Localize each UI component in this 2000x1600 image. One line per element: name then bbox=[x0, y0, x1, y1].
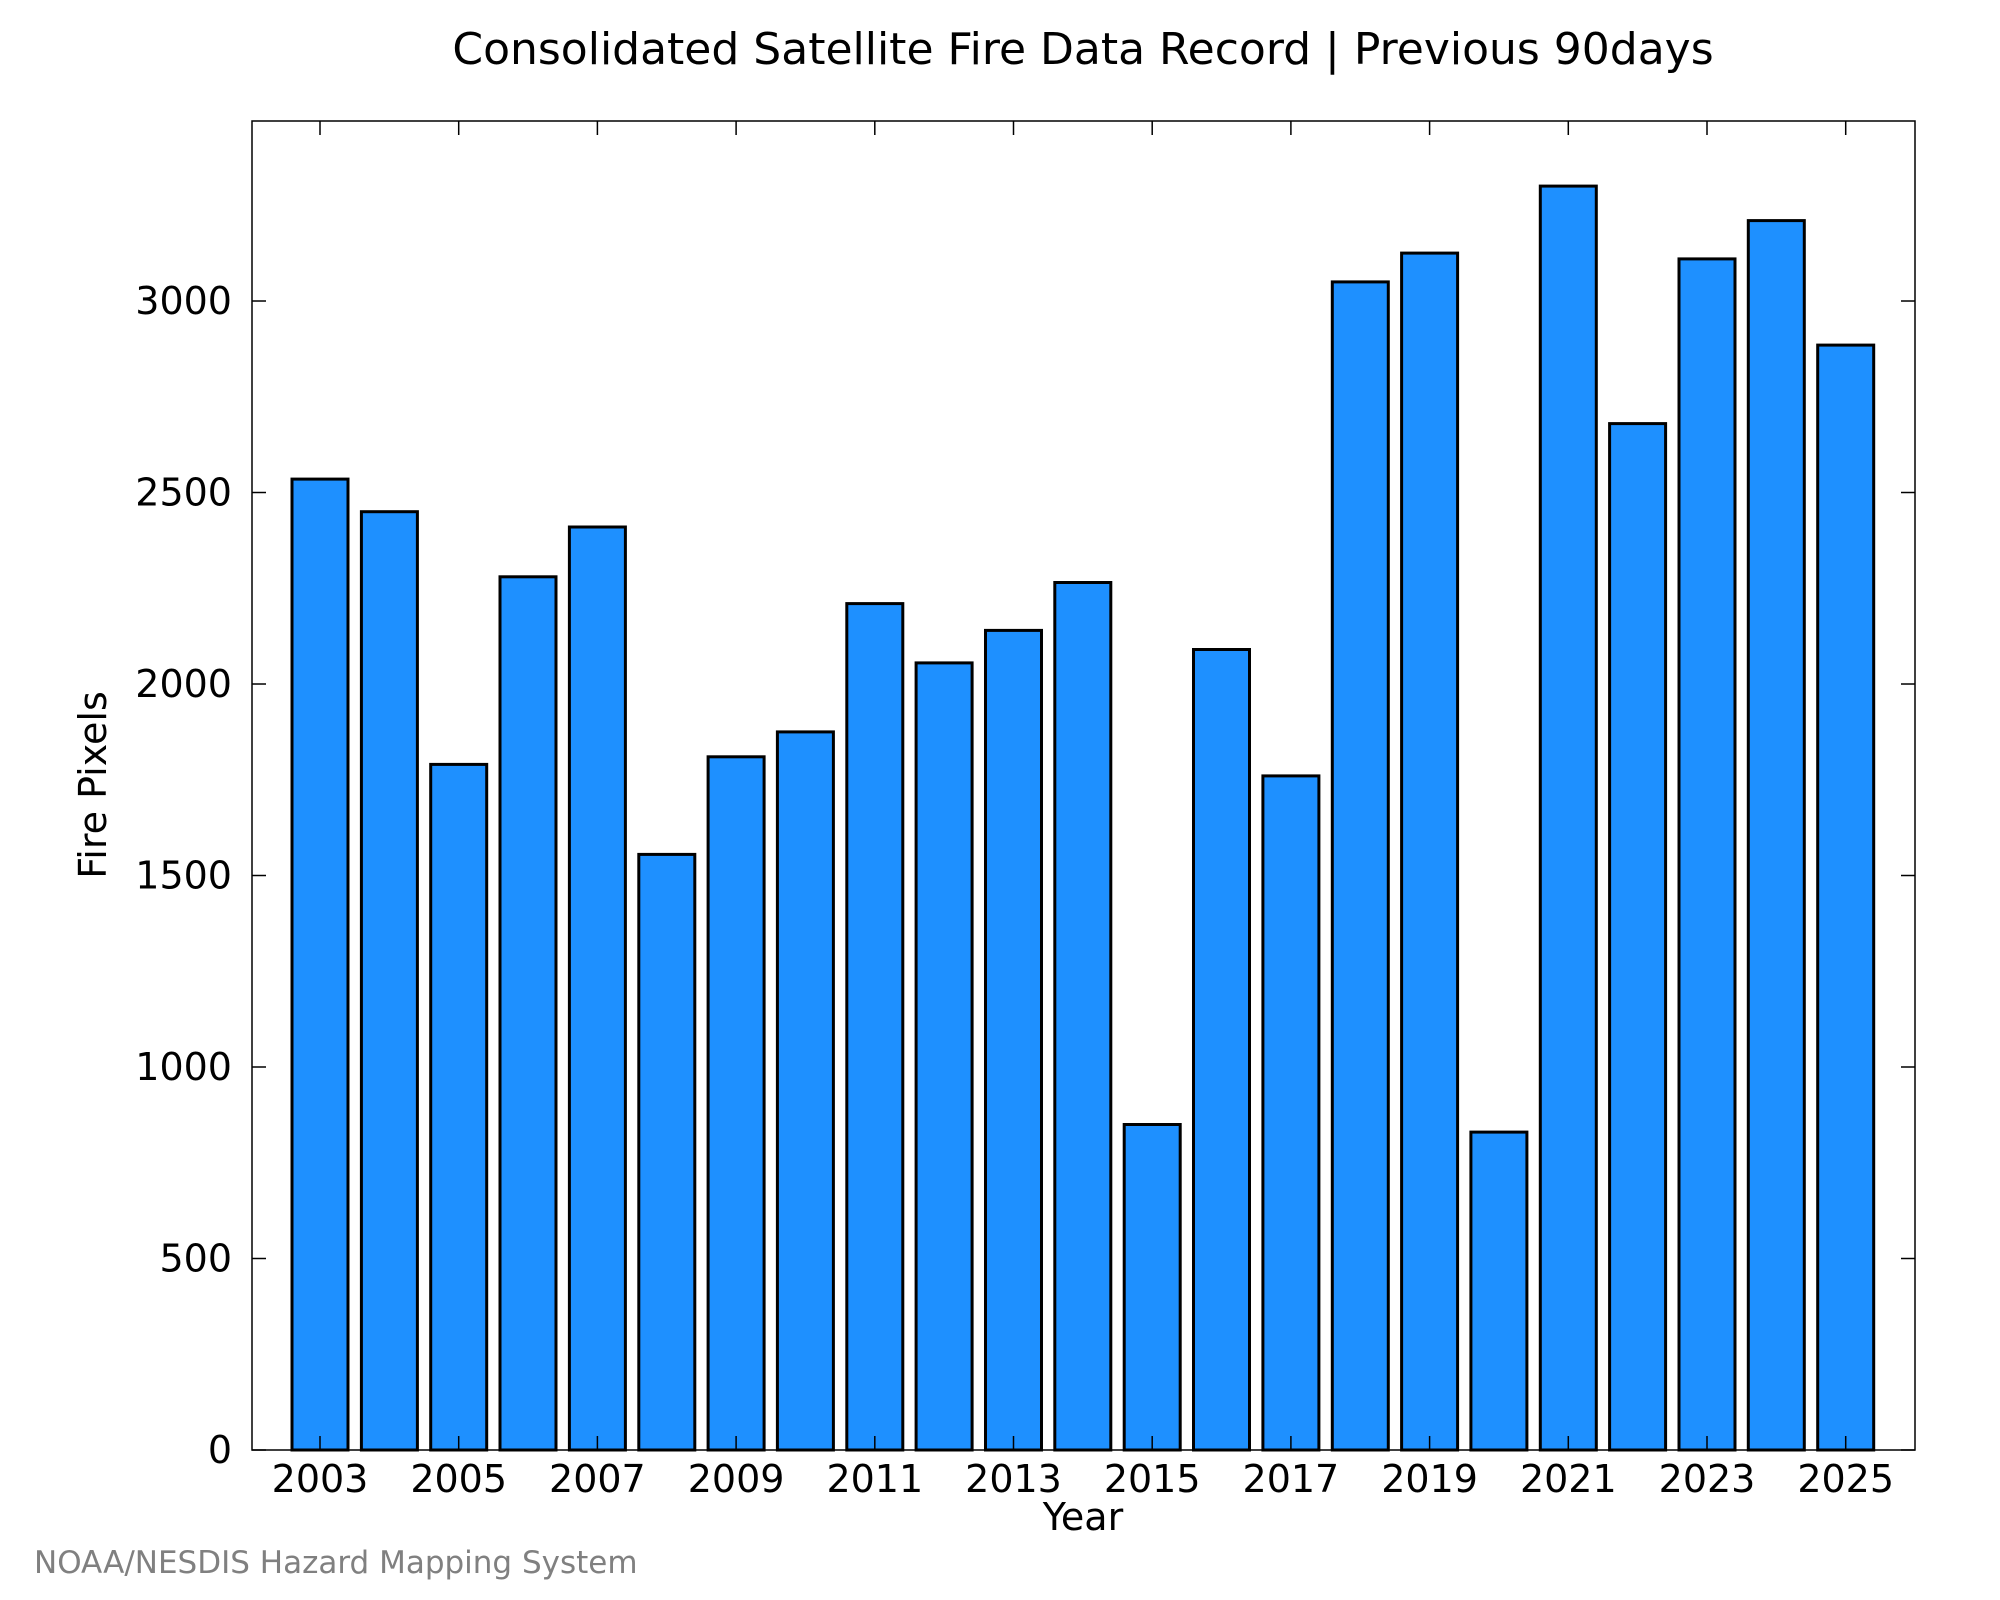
bars-group bbox=[290, 184, 1876, 1452]
y-axis-label: Fire Pixels bbox=[71, 691, 115, 879]
x-tick-label-2021: 2021 bbox=[1520, 1457, 1617, 1501]
bar-2015 bbox=[1122, 1123, 1182, 1452]
x-tick-label-2017: 2017 bbox=[1243, 1457, 1340, 1501]
bar-2007 bbox=[567, 525, 627, 1452]
bar-2022 bbox=[1608, 422, 1668, 1452]
bar-2020 bbox=[1469, 1130, 1529, 1452]
bar-2013 bbox=[984, 628, 1043, 1452]
x-tick-label-2015: 2015 bbox=[1104, 1457, 1201, 1501]
y-tick-label-1500: 1500 bbox=[135, 854, 232, 898]
y-tick-label-2000: 2000 bbox=[135, 662, 232, 706]
x-tick-label-2023: 2023 bbox=[1659, 1457, 1756, 1501]
y-tick-label-1000: 1000 bbox=[135, 1045, 232, 1089]
bar-2008 bbox=[637, 852, 697, 1452]
credit-text: NOAA/NESDIS Hazard Mapping System bbox=[34, 1545, 638, 1581]
x-tick-label-2013: 2013 bbox=[965, 1457, 1062, 1501]
bar-2011 bbox=[845, 602, 905, 1452]
x-tick-label-2003: 2003 bbox=[272, 1457, 369, 1501]
x-tick-label-2019: 2019 bbox=[1381, 1457, 1478, 1501]
y-tick-label-0: 0 bbox=[208, 1428, 232, 1472]
bar-2014 bbox=[1053, 581, 1113, 1452]
y-tick-labels: 0 500 1000 1500 2000 2500 3000 bbox=[135, 279, 232, 1472]
bar-2024 bbox=[1746, 219, 1806, 1452]
bar-2025 bbox=[1816, 343, 1876, 1452]
chart-title: Consolidated Satellite Fire Data Record … bbox=[452, 24, 1713, 75]
y-tick-label-3000: 3000 bbox=[135, 279, 232, 323]
bar-2003 bbox=[290, 477, 350, 1452]
x-tick-label-2005: 2005 bbox=[410, 1457, 507, 1501]
plot-frame bbox=[251, 120, 1916, 1451]
bar-2012 bbox=[914, 661, 974, 1452]
x-tick-label-2025: 2025 bbox=[1797, 1457, 1894, 1501]
x-tick-label-2007: 2007 bbox=[549, 1457, 646, 1501]
y-tick-label-2500: 2500 bbox=[135, 471, 232, 515]
bar-2009 bbox=[706, 755, 766, 1452]
bar-2016 bbox=[1192, 648, 1251, 1452]
bar-2005 bbox=[429, 762, 489, 1452]
y-tick-label-500: 500 bbox=[159, 1237, 232, 1281]
x-tick-label-2009: 2009 bbox=[688, 1457, 785, 1501]
bar-2019 bbox=[1400, 251, 1460, 1452]
x-tick-label-2011: 2011 bbox=[826, 1457, 923, 1501]
bar-2006 bbox=[498, 575, 558, 1452]
bar-2018 bbox=[1330, 280, 1390, 1452]
x-axis-label: Year bbox=[1042, 1495, 1124, 1539]
bar-2023 bbox=[1677, 257, 1737, 1452]
bar-2010 bbox=[775, 730, 835, 1452]
bar-2017 bbox=[1261, 774, 1321, 1452]
bar-2021 bbox=[1538, 184, 1598, 1452]
x-tick-labels: 2003 2005 2007 2009 2011 2013 2015 2017 2019 2021… bbox=[272, 1457, 1894, 1501]
bar-2004 bbox=[359, 510, 419, 1452]
